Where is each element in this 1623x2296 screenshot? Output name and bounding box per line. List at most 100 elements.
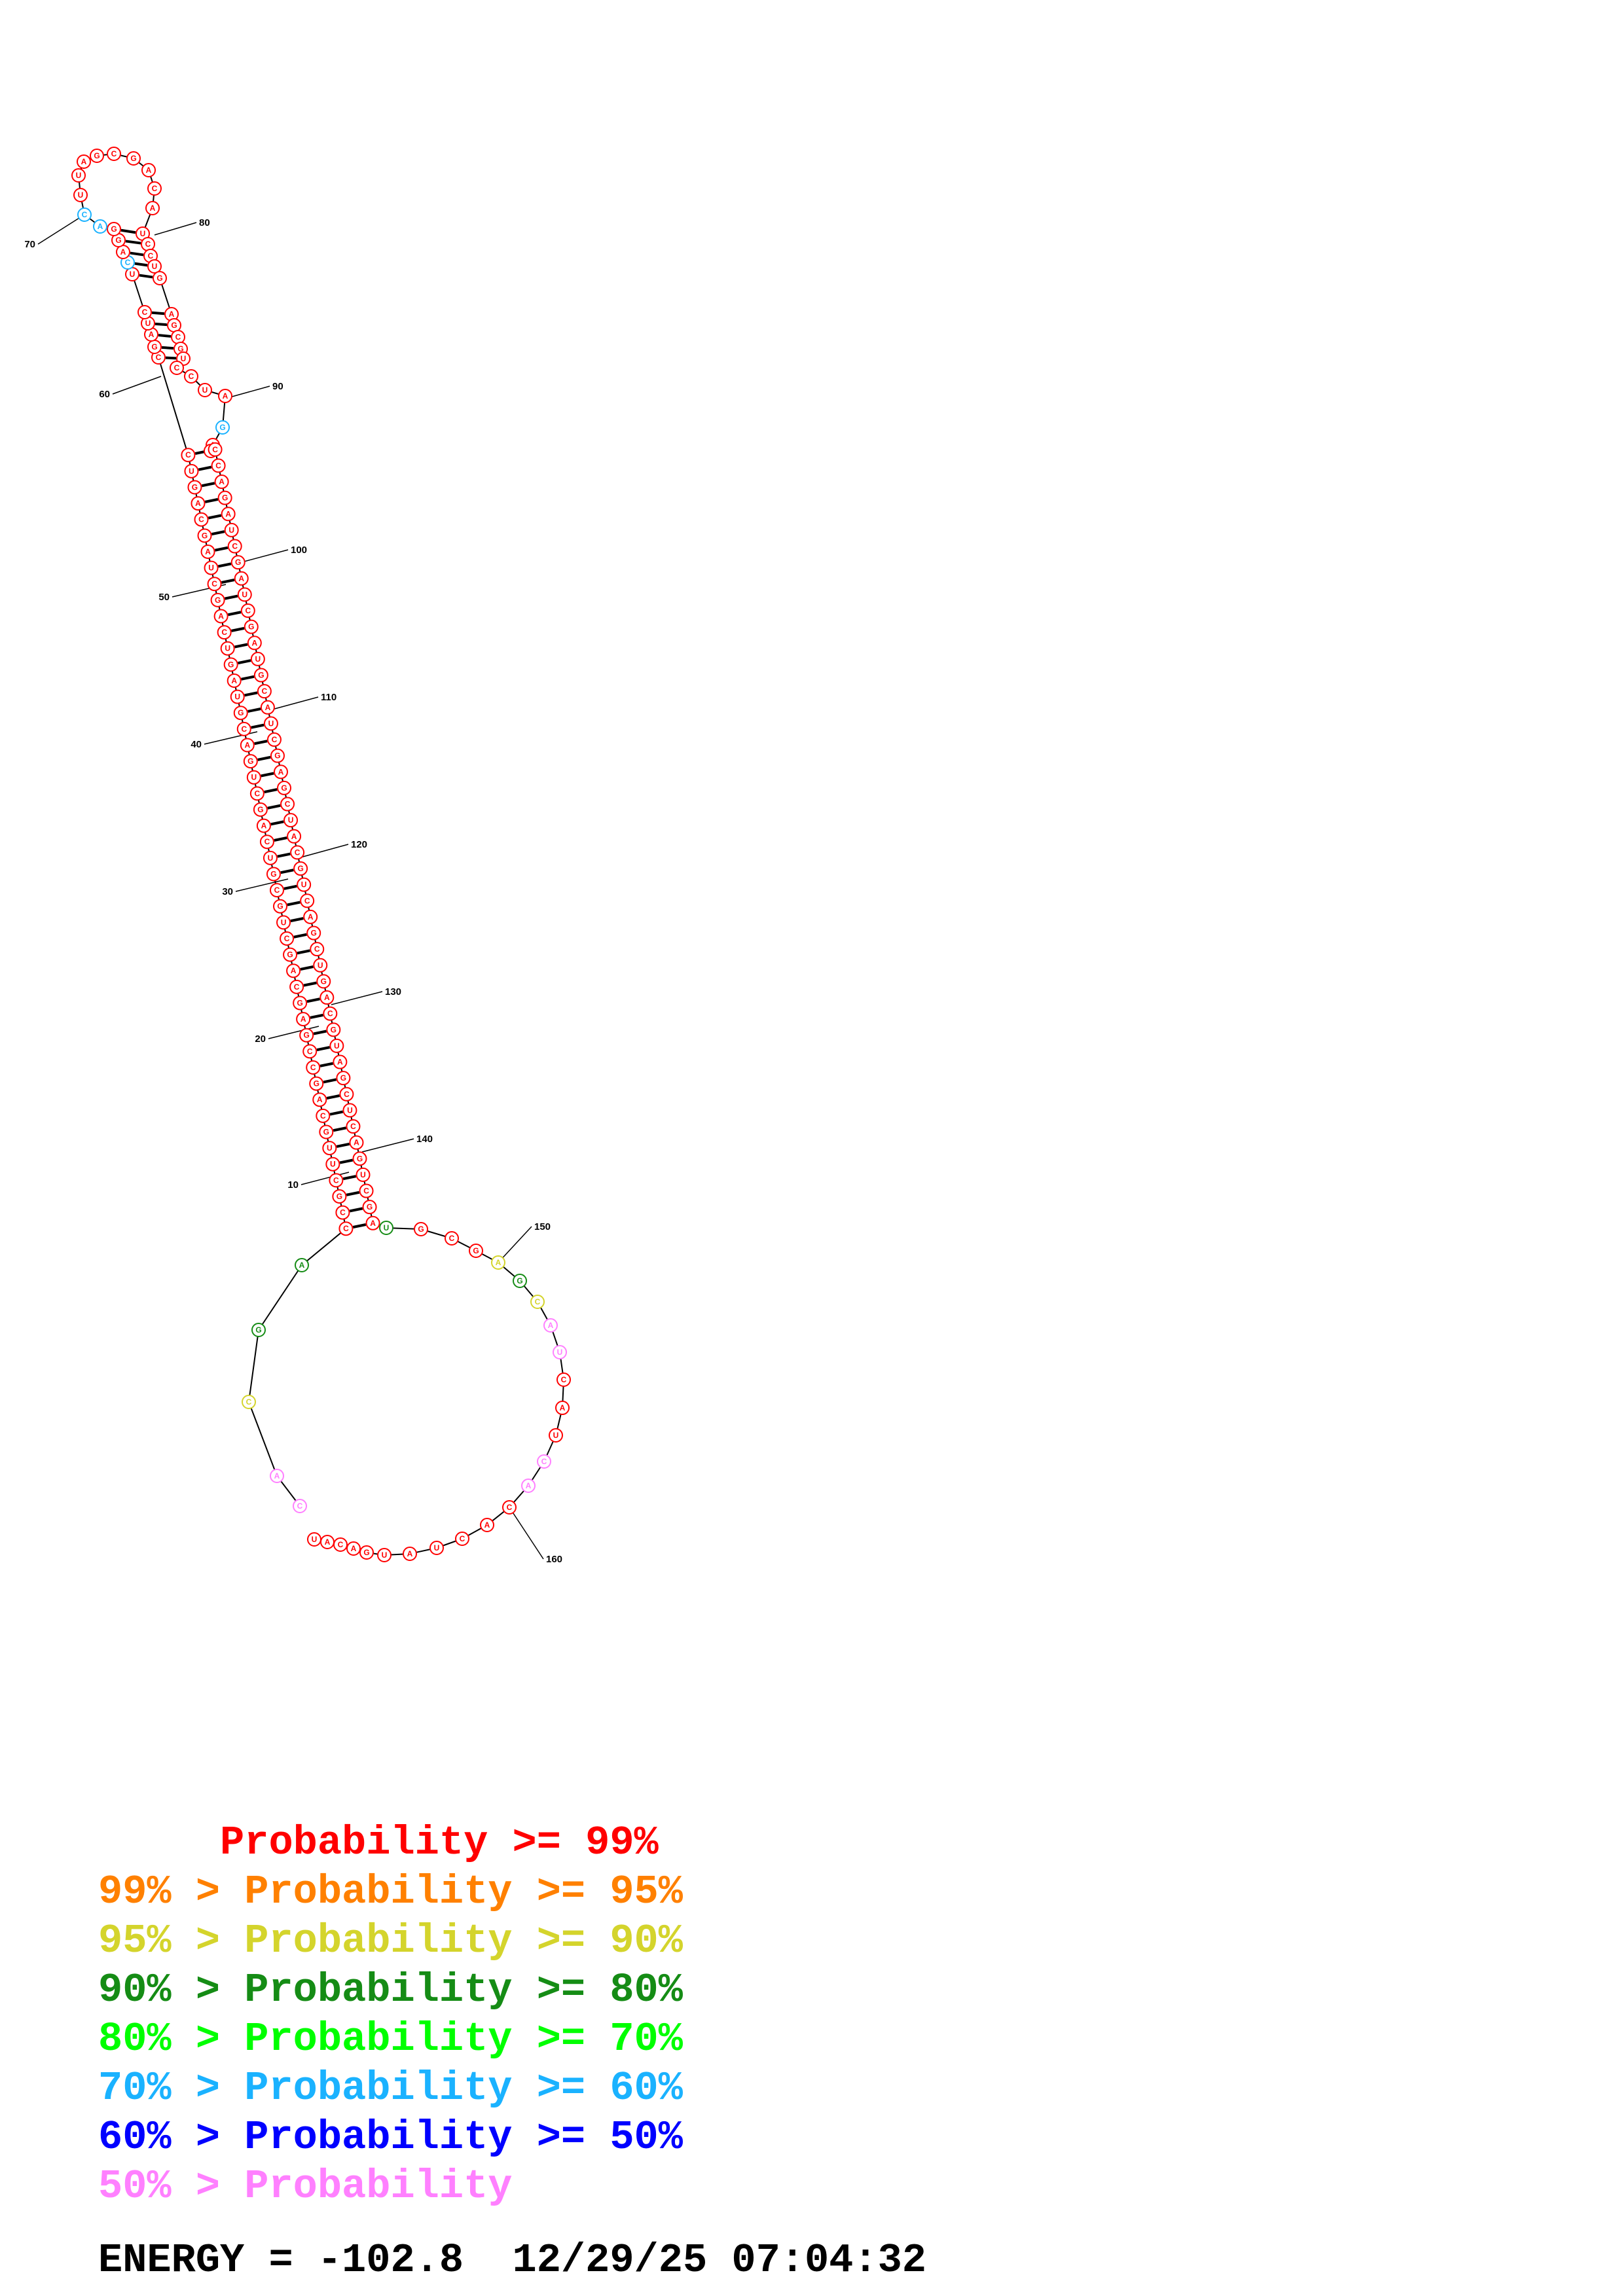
nucleotide-letter: U xyxy=(268,853,274,863)
nucleotide-circle xyxy=(455,1532,469,1546)
nucleotide-circle xyxy=(213,609,228,624)
nucleotide: A xyxy=(256,818,271,833)
nucleotide-letter: A xyxy=(146,166,152,175)
nucleotide: U xyxy=(377,1548,392,1562)
nucleotide-letter: C xyxy=(561,1375,567,1384)
nucleotide-letter: C xyxy=(255,789,261,798)
base-pair-bond xyxy=(198,465,212,471)
nucleotide-circle xyxy=(220,641,235,656)
nucleotide-letter: G xyxy=(297,998,302,1007)
nucleotide: G xyxy=(251,1323,266,1337)
nucleotide-circle xyxy=(293,861,308,876)
nucleotide: U xyxy=(73,188,88,202)
nucleotide-letter: U xyxy=(242,590,247,599)
nucleotide-letter: U xyxy=(234,692,240,702)
nucleotide-letter: C xyxy=(327,1009,333,1018)
nucleotide-letter: A xyxy=(218,611,224,620)
nucleotide-letter: C xyxy=(284,934,290,943)
backbone-segment xyxy=(258,1265,302,1331)
nucleotide-circle xyxy=(227,539,242,554)
probability-legend: Probability >= 99% 99% > Probability >= … xyxy=(98,1818,683,2211)
nucleotide-letter: C xyxy=(211,579,217,588)
nucleotide: A xyxy=(303,909,318,924)
nucleotide-circle xyxy=(339,1086,354,1102)
base-pair-bond xyxy=(261,772,274,778)
nucleotide-letter: G xyxy=(517,1276,522,1285)
nucleotide: U xyxy=(356,1167,371,1182)
nucleotide: C xyxy=(323,1006,338,1021)
nucleotide: A xyxy=(296,1012,311,1027)
nucleotide-circle xyxy=(273,899,288,914)
nucleotide-letter: G xyxy=(156,274,162,283)
nucleotide-letter: A xyxy=(337,1058,343,1067)
nucleotide-circle xyxy=(306,925,321,941)
tick-label: 30 xyxy=(222,886,233,897)
nucleotide-letter: C xyxy=(152,184,158,193)
nucleotide: C xyxy=(556,1372,571,1387)
nucleotide-circle xyxy=(240,738,255,753)
nucleotide: C xyxy=(211,458,226,473)
nucleotide-letter: C xyxy=(363,1187,369,1196)
nucleotide-circle xyxy=(187,480,202,495)
nucleotide-circle xyxy=(313,958,328,973)
nucleotide: G xyxy=(299,1028,314,1043)
nucleotide: C xyxy=(280,797,295,812)
nucleotide: G xyxy=(336,1071,351,1086)
nucleotide-circle xyxy=(211,458,226,473)
nucleotide-letter: G xyxy=(297,864,303,873)
base-pair-bond xyxy=(274,836,287,842)
base-pair-bond xyxy=(257,755,271,761)
nucleotide-circle xyxy=(198,383,212,397)
nucleotide: C xyxy=(455,1532,469,1546)
nucleotide-letter: U xyxy=(225,644,230,653)
nucleotide-letter: A xyxy=(98,222,103,231)
nucleotide-letter: U xyxy=(251,773,257,782)
base-pair-bond xyxy=(134,262,148,267)
legend-row: 90% > Probability >= 80% xyxy=(98,1967,683,2013)
nucleotide: C xyxy=(537,1454,551,1469)
nucleotide-letter: A xyxy=(225,509,231,518)
nucleotide: A xyxy=(200,544,215,559)
nucleotide: A xyxy=(227,673,242,688)
nucleotide-circle xyxy=(312,1092,327,1107)
nucleotide: C xyxy=(306,1060,321,1075)
nucleotide: G xyxy=(319,1124,334,1139)
base-pair-bond xyxy=(130,251,144,257)
base-pair-bond xyxy=(120,228,136,234)
nucleotide-letter: G xyxy=(202,531,208,540)
nucleotide-circle xyxy=(359,1545,374,1560)
nucleotide: C xyxy=(181,448,196,463)
nucleotide-circle xyxy=(319,990,335,1005)
nucleotide: U xyxy=(220,641,235,656)
nucleotide-letter: C xyxy=(314,944,320,954)
nucleotide-circle xyxy=(253,802,268,817)
nucleotide-letter: A xyxy=(354,1138,359,1147)
nucleotide-letter: A xyxy=(299,1261,305,1270)
nucleotide-circle xyxy=(270,1469,284,1483)
nucleotide: C xyxy=(329,1173,344,1188)
base-pair-bond xyxy=(158,334,172,338)
nucleotide: C xyxy=(338,1221,354,1236)
nucleotide-letter: A xyxy=(496,1258,501,1267)
nucleotide-circle xyxy=(246,770,261,785)
tick-line xyxy=(300,844,349,858)
nucleotide: C xyxy=(194,512,209,527)
nucleotide: C xyxy=(359,1183,374,1198)
nucleotide-circle xyxy=(513,1274,527,1288)
nucleotide-letter: A xyxy=(231,676,237,685)
nucleotide-letter: A xyxy=(120,247,126,257)
nucleotide-letter: A xyxy=(324,993,330,1002)
legend-row: 99% > Probability >= 95% xyxy=(98,1869,683,1915)
base-pair-bond xyxy=(247,708,261,713)
nucleotide-circle xyxy=(293,996,308,1011)
base-pair-bond xyxy=(336,1142,350,1148)
nucleotide: G xyxy=(223,657,238,672)
nucleotide: U xyxy=(71,168,86,183)
nucleotide-letter: C xyxy=(285,800,291,809)
base-pair-bond xyxy=(224,594,238,600)
nucleotide: U xyxy=(147,259,162,274)
nucleotide: C xyxy=(289,979,304,994)
nucleotide-letter: C xyxy=(297,1501,303,1511)
nucleotide-letter: U xyxy=(208,564,214,573)
nucleotide-letter: A xyxy=(301,1014,306,1024)
